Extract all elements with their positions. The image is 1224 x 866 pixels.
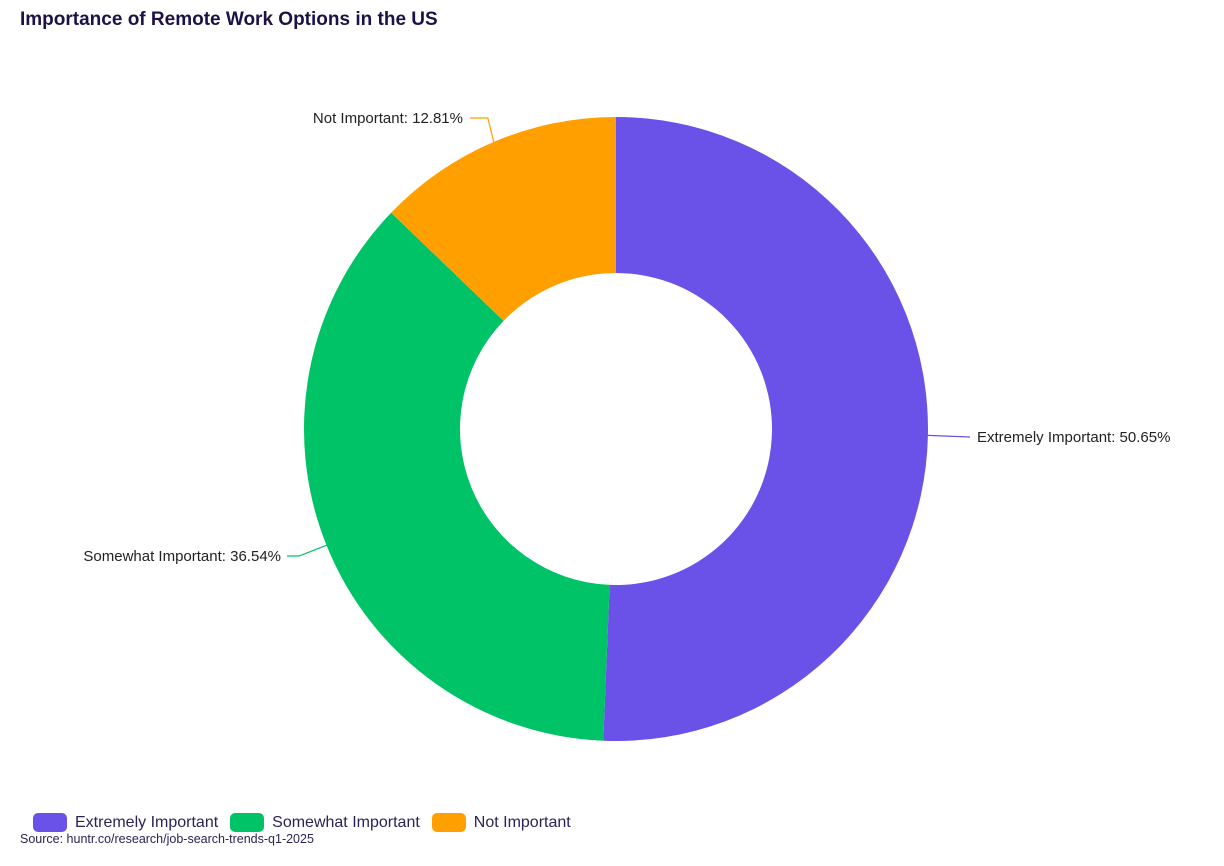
legend-swatch-extremely-important [33,813,67,832]
legend-label-extremely-important: Extremely Important [75,813,219,831]
slice-label-somewhat-important: Somewhat Important: 36.54% [83,548,281,565]
slice-extremely-important[interactable] [603,116,929,742]
slice-label-extremely-important: Extremely Important: 50.65% [977,429,1170,446]
legend-label-somewhat-important: Somewhat Important [272,813,420,831]
slice-not-important[interactable] [391,117,616,321]
legend-item-extremely-important[interactable]: Extremely Important [33,813,218,832]
legend-swatch-somewhat-important [230,813,265,832]
source-note: Source: huntr.co/research/job-search-tre… [20,832,314,846]
leader-line-somewhat-important [287,544,327,557]
legend-item-somewhat-important[interactable]: Somewhat Important [230,813,420,832]
legend-swatch-not-important [431,813,466,832]
chart-title: Importance of Remote Work Options in the… [20,9,438,30]
legend-item-not-important[interactable]: Not Important [431,813,571,832]
slice-label-not-important: Not Important: 12.81% [313,110,463,127]
legend: Extremely Important Somewhat Important N… [33,813,583,832]
legend-label-not-important: Not Important [473,813,571,831]
leader-line-not-important [470,117,495,143]
slice-somewhat-important[interactable] [304,212,610,741]
leader-line-extremely-important [927,434,971,438]
